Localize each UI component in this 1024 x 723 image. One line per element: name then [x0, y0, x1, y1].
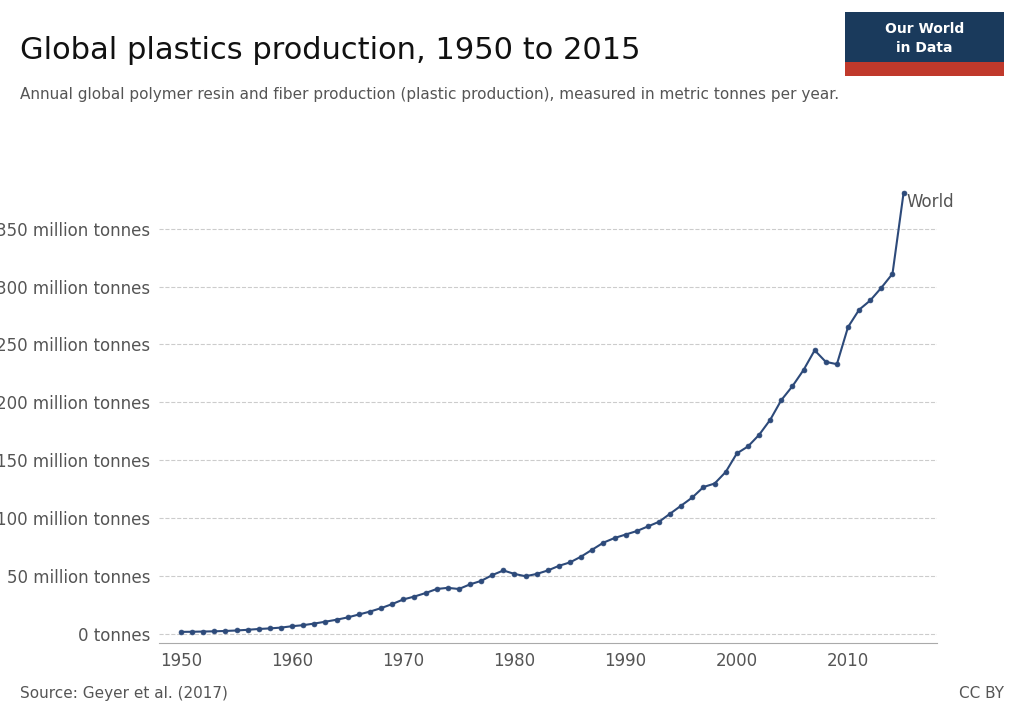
Text: CC BY: CC BY [958, 686, 1004, 701]
Bar [845, 12, 1004, 62]
Text: Annual global polymer resin and fiber production (plastic production), measured : Annual global polymer resin and fiber pr… [20, 87, 840, 102]
Text: Global plastics production, 1950 to 2015: Global plastics production, 1950 to 2015 [20, 36, 641, 65]
Bar [845, 62, 1004, 76]
Text: in Data: in Data [896, 41, 952, 55]
Text: Our World: Our World [885, 22, 964, 36]
Text: World: World [907, 193, 954, 211]
Text: Source: Geyer et al. (2017): Source: Geyer et al. (2017) [20, 686, 228, 701]
